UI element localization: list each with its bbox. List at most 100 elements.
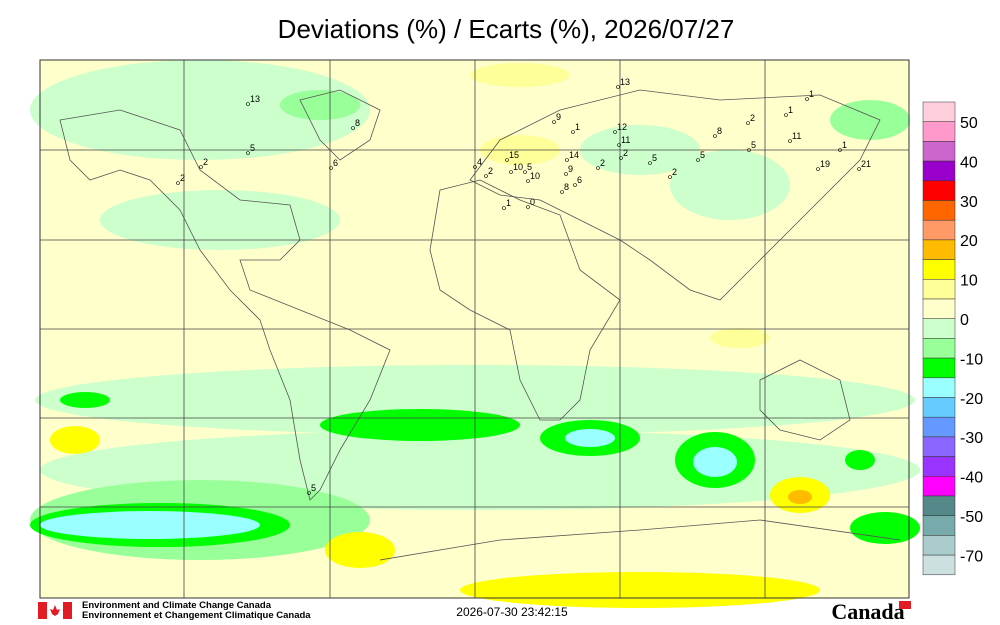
- legend-swatch: [922, 200, 956, 221]
- station-dot: [648, 161, 652, 165]
- station-dot: [816, 167, 820, 171]
- station-value: 1: [788, 105, 793, 115]
- station-dot: [526, 205, 530, 209]
- station-dot: [307, 491, 311, 495]
- station-value: 1: [506, 198, 511, 208]
- footer: Environment and Climate Change Canada En…: [38, 599, 911, 624]
- legend-label: -30: [960, 430, 983, 447]
- legend-swatch: [922, 535, 956, 556]
- station-dot: [564, 172, 568, 176]
- legend-label: -50: [960, 509, 983, 526]
- station-dot: [509, 170, 513, 174]
- coastlines: [59, 89, 901, 561]
- station-dot: [784, 113, 788, 117]
- station-value: 9: [556, 112, 561, 122]
- legend-label: 10: [960, 273, 978, 290]
- station-value: 2: [203, 157, 208, 167]
- station-value: 0: [530, 197, 535, 207]
- station-dot: [246, 102, 250, 106]
- station-dot: [329, 166, 333, 170]
- station-value: 5: [527, 162, 532, 172]
- legend-label: 30: [960, 194, 978, 211]
- station-value: 12: [617, 122, 627, 132]
- legend-swatch: [922, 436, 956, 457]
- station-dot: [560, 190, 564, 194]
- legend-label: 50: [960, 115, 978, 132]
- station-value: 13: [250, 94, 260, 104]
- station-value: 2: [180, 173, 185, 183]
- station-dot: [505, 158, 509, 162]
- legend-swatch: [922, 515, 956, 536]
- legend-swatch: [922, 141, 956, 162]
- legend-swatch: [922, 495, 956, 516]
- legend-swatch: [922, 397, 956, 418]
- legend-swatch: [922, 239, 956, 260]
- station-value: 19: [820, 159, 830, 169]
- legend-label: 0: [960, 312, 969, 329]
- station-dot: [351, 126, 355, 130]
- station-dot: [747, 148, 751, 152]
- station-dot: [176, 181, 180, 185]
- agency-fr: Environnement et Changement Climatique C…: [82, 610, 311, 621]
- station-dot: [617, 143, 621, 147]
- station-value: 8: [717, 126, 722, 136]
- map-frame: [39, 59, 910, 599]
- legend-label: -20: [960, 391, 983, 408]
- legend-swatch: [922, 416, 956, 438]
- legend: 50 40 30 20 10 0 -10 -20 -30 -40 -50 -70: [922, 101, 983, 576]
- station-value: 2: [600, 158, 605, 168]
- station-value: 21: [861, 159, 871, 169]
- station-dot: [199, 165, 203, 169]
- station-dot: [788, 139, 792, 143]
- station-value: 1: [809, 89, 814, 99]
- station-dot: [857, 167, 861, 171]
- anomaly-fields: [30, 60, 920, 608]
- station-value: 2: [488, 166, 493, 176]
- legend-swatch: [922, 160, 956, 182]
- legend-swatch: [922, 476, 956, 497]
- station-value: 10: [513, 162, 523, 172]
- legend-swatch: [922, 121, 956, 142]
- legend-swatch: [922, 180, 956, 201]
- station-dot: [565, 158, 569, 162]
- legend-label: 40: [960, 154, 978, 171]
- legend-swatch: [922, 298, 956, 319]
- station-value: 5: [751, 140, 756, 150]
- station-dot: [805, 97, 809, 101]
- station-dot: [473, 165, 477, 169]
- station-value: 5: [250, 143, 255, 153]
- legend-label: 20: [960, 233, 978, 250]
- station-value: 1: [842, 140, 847, 150]
- station-dot: [616, 85, 620, 89]
- station-value: 11: [792, 131, 801, 141]
- station-dot: [573, 183, 577, 187]
- station-value: 1: [575, 122, 580, 132]
- station-dot: [502, 206, 506, 210]
- timestamp: 2026-07-30 23:42:15: [456, 605, 568, 619]
- legend-swatch: [922, 357, 956, 379]
- station-dot: [613, 130, 617, 134]
- station-dot: [746, 121, 750, 125]
- legend-label: -10: [960, 351, 983, 368]
- legend-swatch: [922, 279, 956, 300]
- station-value: 8: [564, 182, 569, 192]
- station-value: 6: [577, 175, 582, 185]
- station-value: 8: [355, 118, 360, 128]
- station-dot: [596, 166, 600, 170]
- station-dot: [571, 130, 575, 134]
- station-value: 11: [621, 135, 630, 145]
- station-value: 10: [530, 171, 540, 181]
- station-dot: [523, 170, 527, 174]
- legend-swatch: [922, 377, 956, 398]
- legend-swatch: [922, 101, 956, 122]
- legend-label: -70: [960, 548, 983, 565]
- station-dot: [526, 179, 530, 183]
- legend-swatch: [922, 456, 956, 477]
- station-value: 5: [700, 150, 705, 160]
- station-dot: [713, 134, 717, 138]
- station-value: 2: [623, 148, 628, 158]
- station-dot: [619, 156, 623, 160]
